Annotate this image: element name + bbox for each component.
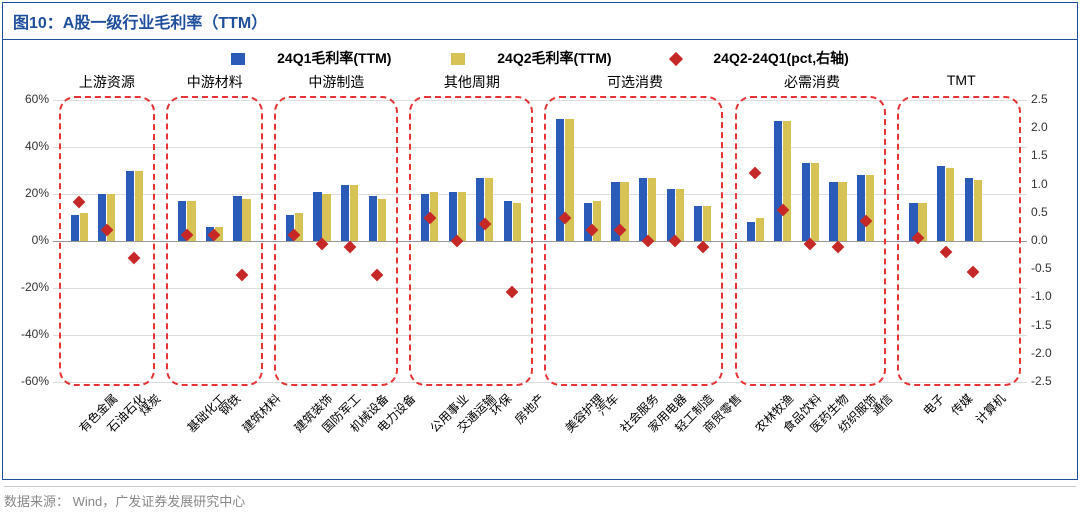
group-box — [274, 96, 398, 386]
legend-label-diff: 24Q2-24Q1(pct,右轴) — [713, 50, 848, 66]
y-left-tick: 0% — [9, 233, 49, 247]
legend-label-q2: 24Q2毛利率(TTM) — [497, 50, 611, 66]
x-tick-label: 计算机 — [972, 390, 1009, 427]
group-label: TMT — [947, 72, 976, 88]
y-left-tick: 20% — [9, 186, 49, 200]
legend-item-diff: 24Q2-24Q1(pct,右轴) — [657, 50, 862, 66]
source-line: 数据来源： Wind，广发证券发展研究中心 — [4, 486, 1076, 510]
legend-label-q1: 24Q1毛利率(TTM) — [277, 50, 391, 66]
y-right-tick: 0.5 — [1031, 205, 1071, 219]
group-label: 上游资源 — [79, 72, 135, 92]
y-right-tick: 1.0 — [1031, 177, 1071, 191]
group-box — [59, 96, 156, 386]
group-label: 中游制造 — [308, 72, 364, 92]
plot-area: -60%-40%-20%0%20%40%60%-2.5-2.0-1.5-1.0-… — [53, 100, 1027, 382]
y-right-tick: -2.0 — [1031, 346, 1071, 360]
y-left-tick: -60% — [9, 374, 49, 388]
x-tick-label: 建筑材料 — [238, 390, 284, 436]
chart-figure: 图10：A股一级行业毛利率（TTM） 24Q1毛利率(TTM) 24Q2毛利率(… — [2, 2, 1078, 480]
group-label: 必需消费 — [784, 72, 840, 92]
source-text: Wind，广发证券发展研究中心 — [73, 494, 246, 509]
y-right-tick: -1.0 — [1031, 289, 1071, 303]
y-left-tick: 40% — [9, 139, 49, 153]
legend-swatch-diamond — [669, 52, 683, 66]
y-left-tick: 60% — [9, 92, 49, 106]
y-right-tick: -1.5 — [1031, 318, 1071, 332]
group-label: 可选消费 — [607, 72, 663, 92]
y-right-tick: 0.0 — [1031, 233, 1071, 247]
y-right-tick: -0.5 — [1031, 261, 1071, 275]
group-box — [409, 96, 533, 386]
x-tick-label: 房地产 — [511, 390, 548, 427]
source-label: 数据来源： — [4, 494, 69, 509]
y-right-tick: 2.5 — [1031, 92, 1071, 106]
group-labels-row: 上游资源 中游材料 中游制造 其他周期 可选消费 必需消费 TMT — [3, 72, 1077, 92]
legend-item-q2: 24Q2毛利率(TTM) — [437, 50, 629, 66]
chart-title: 图10：A股一级行业毛利率（TTM） — [3, 3, 1077, 40]
legend-swatch-bar-2 — [451, 53, 465, 65]
legend-swatch-bar-1 — [231, 53, 245, 65]
y-right-tick: 1.5 — [1031, 148, 1071, 162]
x-axis-labels: 有色金属石油石化煤炭基础化工钢铁建筑材料建筑装饰国防军工机械设备电力设备公用事业… — [53, 386, 1027, 452]
plot-area-wrap: 上游资源中游材料中游制造其他周期可选消费必需消费TMT -60%-40%-20%… — [3, 72, 1077, 452]
group-label: 其他周期 — [444, 72, 500, 92]
y-right-tick: 2.0 — [1031, 120, 1071, 134]
group-box — [544, 96, 723, 386]
y-left-tick: -40% — [9, 327, 49, 341]
x-tick-label: 电子 — [919, 390, 948, 419]
legend-item-q1: 24Q1毛利率(TTM) — [217, 50, 409, 66]
group-label: 中游材料 — [187, 72, 243, 92]
y-right-tick: -2.5 — [1031, 374, 1071, 388]
legend: 24Q1毛利率(TTM) 24Q2毛利率(TTM) 24Q2-24Q1(pct,… — [3, 40, 1077, 72]
group-box — [166, 96, 263, 386]
y-left-tick: -20% — [9, 280, 49, 294]
